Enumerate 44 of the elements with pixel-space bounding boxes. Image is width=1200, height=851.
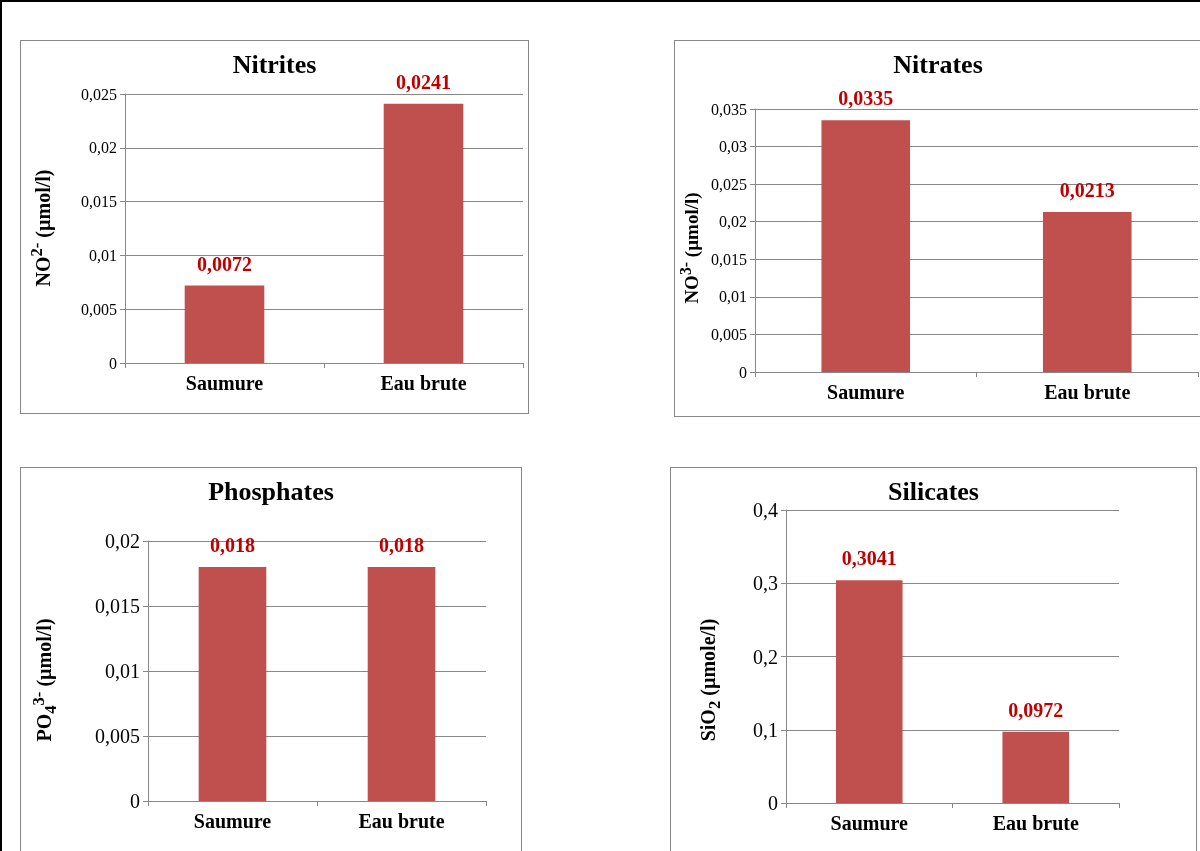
data-label: 0,0213 xyxy=(1059,178,1115,201)
chart-title: Nitrites xyxy=(232,49,317,79)
chart-title: Phosphates xyxy=(208,476,334,506)
y-tick-label: 0,01 xyxy=(719,288,747,306)
y-tick-label: 0 xyxy=(739,363,747,381)
y-tick-label: 0,005 xyxy=(95,725,140,747)
y-tick-label: 0,01 xyxy=(105,660,140,682)
x-tick-label: Saumure xyxy=(830,812,909,834)
y-tick-label: 0 xyxy=(130,790,140,812)
data-label: 0,018 xyxy=(210,534,255,556)
x-tick-label: Saumure xyxy=(827,381,905,403)
y-tick-label: 0,015 xyxy=(81,193,117,211)
y-tick-label: 0,035 xyxy=(711,100,747,118)
x-tick-label: Eau brute xyxy=(992,812,1079,834)
x-tick-label: Eau brute xyxy=(1044,381,1131,403)
y-tick-label: 0,02 xyxy=(89,139,117,157)
y-tick-label: 0,03 xyxy=(719,138,747,156)
y-tick-label: 0,015 xyxy=(711,250,747,268)
chart-title: Silicates xyxy=(888,476,979,506)
y-tick-label: 0,025 xyxy=(711,175,747,193)
x-tick-label: Eau brute xyxy=(358,810,445,832)
y-tick-label: 0,005 xyxy=(81,300,117,318)
y-tick-label: 0,3 xyxy=(753,572,778,595)
y-tick-label: 0,1 xyxy=(753,718,778,741)
y-tick-label: 0,01 xyxy=(89,246,117,264)
y-tick-label: 0,025 xyxy=(81,85,117,103)
y-tick-label: 0,2 xyxy=(753,645,778,668)
data-label: 0,018 xyxy=(379,534,424,556)
data-label: 0,0972 xyxy=(1008,698,1064,721)
y-tick-label: 0 xyxy=(768,792,778,814)
y-tick-label: 0,02 xyxy=(105,530,140,552)
x-tick-label: Saumure xyxy=(185,372,264,394)
data-label: 0,0241 xyxy=(396,70,451,93)
y-tick-label: 0,02 xyxy=(719,213,747,231)
data-label: 0,0072 xyxy=(197,252,252,275)
y-tick-label: 0 xyxy=(109,354,117,372)
x-tick-label: Eau brute xyxy=(380,372,467,394)
data-label: 0,3041 xyxy=(841,547,897,570)
y-tick-label: 0,015 xyxy=(95,595,140,617)
data-label: 0,0335 xyxy=(838,87,894,110)
y-tick-label: 0,4 xyxy=(753,499,778,521)
y-tick-label: 0,005 xyxy=(711,325,747,343)
x-tick-label: Saumure xyxy=(193,810,272,832)
chart-title: Nitrates xyxy=(893,49,983,79)
